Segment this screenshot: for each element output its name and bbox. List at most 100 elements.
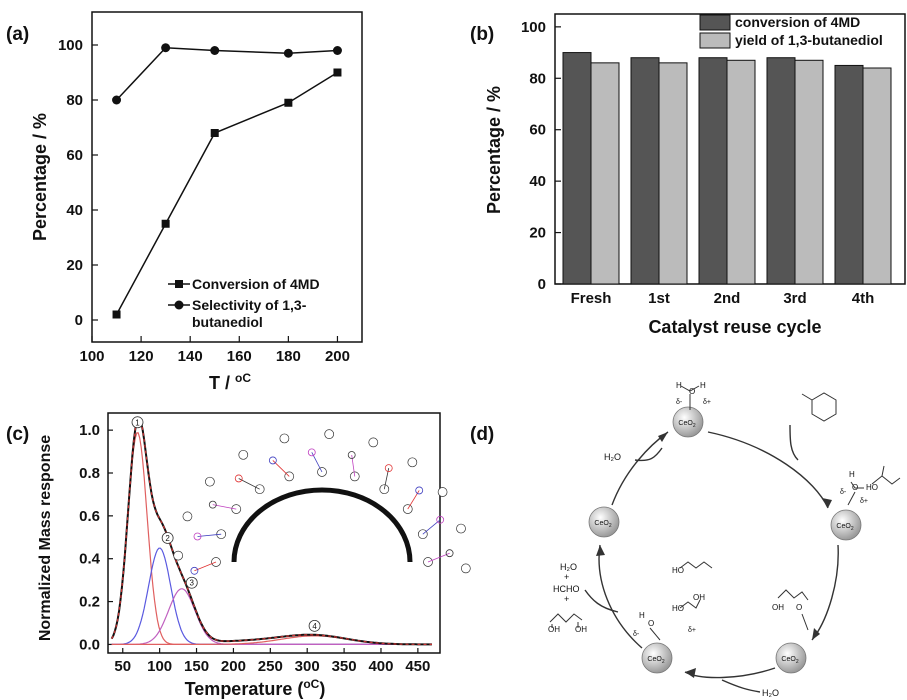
peak-label-number: 3 <box>190 579 195 588</box>
y-tick-label: 60 <box>66 147 83 164</box>
panel-b-legend: conversion of 4MD yield of 1,3-butanedio… <box>699 14 883 49</box>
x-tick-label: 150 <box>184 658 209 675</box>
species-right-h: H <box>849 470 855 479</box>
inset-atom <box>384 464 393 473</box>
legend-selectivity-marker <box>174 300 184 310</box>
arrow-bottomright-to-bottom <box>684 667 776 679</box>
y-tick-label: 0 <box>538 276 546 293</box>
y-tick-label: 40 <box>66 202 83 219</box>
panel-c-x-axis-label: Temperature (oC) <box>185 677 326 699</box>
x-tick-label: Fresh <box>571 290 612 307</box>
panel-b-y-axis-label: Percentage / % <box>484 86 504 214</box>
structure-top-water-bonds <box>680 385 700 410</box>
conversion-bar <box>766 57 796 285</box>
x-tick-label: 450 <box>405 658 430 675</box>
legend-conversion-swatch <box>699 14 731 31</box>
inset-outer-circle <box>279 433 290 444</box>
inset-atom <box>234 474 243 483</box>
ceo2-label-text: CeO <box>781 656 796 663</box>
cycle-arrowheads <box>596 432 832 678</box>
arrow-top-to-right <box>707 431 829 509</box>
legend-yield-label: yield of 1,3-butanediol <box>735 32 883 48</box>
peak-label-circle <box>308 619 321 632</box>
conversion-point <box>284 98 293 107</box>
selectivity-point <box>332 46 342 55</box>
y-tick-label: 80 <box>66 92 83 109</box>
x-tick-label: 140 <box>178 348 203 365</box>
panel-d-label: (d) <box>470 424 494 445</box>
inset-outer-circle <box>368 437 379 448</box>
peak-label-circle <box>131 416 144 429</box>
arrowhead-left <box>596 545 605 556</box>
selectivity-point <box>210 46 220 55</box>
arrow-bottom-to-left <box>598 544 643 649</box>
inset-site-circle <box>231 504 242 514</box>
inset-outer-circle <box>182 511 193 522</box>
ceo2-label-subscript: 2 <box>609 523 612 529</box>
y-tick-label: 0.4 <box>79 551 101 568</box>
structure-right-chain <box>871 465 901 485</box>
ceo2-label: CeO2 <box>594 520 611 529</box>
structure-product-diol <box>549 613 583 628</box>
species-top-h1: H <box>676 381 682 390</box>
ceo2-sphere <box>588 506 620 538</box>
ceo2-label: CeO2 <box>678 420 695 429</box>
inset-outer-circle <box>460 563 471 574</box>
inset-atom <box>445 549 454 558</box>
species-right-ho: HO <box>866 483 878 492</box>
y-tick-label: 1.0 <box>79 422 100 439</box>
species-adsorbed-ho2: HO <box>672 604 684 613</box>
species-top-dplus: δ+ <box>703 399 711 406</box>
yield-bar <box>658 62 688 285</box>
ceo2-label-subscript: 2 <box>851 526 854 532</box>
structure-right-water-bonds <box>847 481 864 506</box>
panel-c-tpd-chart: (c) 50 100 150 200 250 300 350 400 450 0.0 0.2 0.4 0… <box>6 412 471 699</box>
legend-conversion-label: Conversion of 4MD <box>192 276 320 292</box>
ceo2-label-text: CeO <box>678 420 693 427</box>
peak-3-curve <box>111 588 432 645</box>
panel-b-ticks: 0 20 40 60 80 100 Fresh 1st 2nd 3rd 4th <box>521 19 874 307</box>
y-tick-label: 0.6 <box>79 508 100 525</box>
conversion-point <box>210 129 219 137</box>
selectivity-point <box>112 95 122 105</box>
conversion-point <box>333 68 342 77</box>
panel-b-bar-chart: (b) 0 20 40 60 80 100 Fresh 1st 2nd 3rd 4th Percen… <box>470 13 906 337</box>
panel-a-legend: Conversion of 4MD Selectivity of 1,3- bu… <box>168 276 320 330</box>
inset-outer-circle <box>437 487 448 497</box>
panel-b-x-axis-label: Catalyst reuse cycle <box>648 317 821 337</box>
peak-label-number: 4 <box>312 622 317 631</box>
arrow-products-out <box>584 589 619 613</box>
x-tick-label: 160 <box>227 348 252 365</box>
arrowhead-top <box>658 432 668 442</box>
inset-outer-circle <box>238 449 249 460</box>
panel-c-plot-frame <box>107 412 441 654</box>
inset-outer-circle <box>456 523 466 534</box>
species-products-oh2: OH <box>575 625 587 634</box>
structure-dioxane-methyl <box>801 393 813 401</box>
arrowhead-bottomright <box>812 628 820 640</box>
conversion-bar <box>562 52 592 285</box>
species-products-plus2: + <box>564 594 569 604</box>
arrow-water-out <box>721 679 761 693</box>
panel-c-x-axis-label-end: ) <box>319 679 325 699</box>
structure-dioxane-ring <box>811 392 837 422</box>
inset-atom <box>347 451 356 459</box>
arrowhead-right <box>822 498 832 508</box>
species-products-oh1: OH <box>548 625 560 634</box>
y-tick-label: 0.8 <box>79 465 100 482</box>
inset-site-circle <box>402 504 413 514</box>
legend-conversion-label: conversion of 4MD <box>735 14 860 30</box>
peak-label-circle <box>161 532 174 544</box>
panel-a-ticks: 100 120 140 160 180 200 0 20 40 60 80 100 <box>58 37 350 365</box>
species-bottomright-oh: OH <box>772 603 784 612</box>
ceo2-sphere <box>775 642 807 674</box>
panel-b-bars <box>562 52 892 285</box>
yield-bar <box>726 59 756 285</box>
yield-bar <box>590 62 620 285</box>
species-water-out: H₂O <box>762 688 779 698</box>
x-tick-label: 4th <box>852 290 875 307</box>
inset-atom <box>415 486 424 495</box>
selectivity-point <box>161 43 171 53</box>
